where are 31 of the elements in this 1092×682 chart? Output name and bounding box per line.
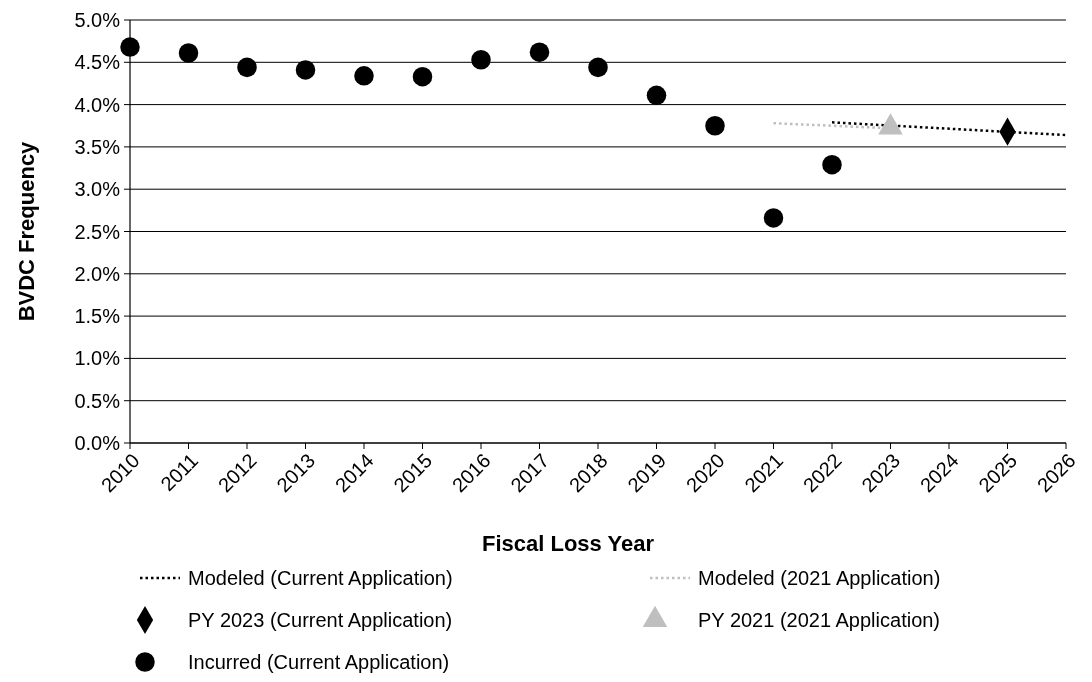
point [822, 154, 842, 175]
y-tick-label: 1.5% [74, 305, 121, 328]
point [178, 43, 199, 63]
y-tick-label: 4.0% [74, 93, 121, 116]
y-tick-label: 2.5% [74, 220, 121, 243]
point [120, 37, 140, 57]
point [354, 66, 374, 86]
y-tick-label: 1.0% [74, 347, 121, 370]
legend-label: Modeled (Current Application) [188, 567, 453, 589]
point [529, 42, 550, 62]
point [763, 208, 784, 228]
y-axis-title: BVDC Frequency [13, 140, 39, 322]
legend-label: Modeled (2021 Application) [698, 567, 941, 589]
y-tick-label: 3.5% [74, 135, 121, 158]
y-tick-label: 2.0% [74, 262, 121, 285]
legend-label: Incurred (Current Application) [188, 651, 450, 673]
point [412, 66, 433, 87]
y-tick-label: 0.0% [74, 432, 121, 454]
y-tick-label: 4.5% [74, 51, 121, 74]
y-tick-label: 5.0% [74, 9, 121, 31]
point [588, 57, 608, 78]
point [237, 57, 257, 78]
legend-label: PY 2023 (Current Application) [188, 609, 453, 631]
point [471, 50, 491, 70]
point [646, 85, 667, 106]
x-axis-title: Fiscal Loss Year [481, 530, 655, 556]
point [295, 60, 316, 80]
y-tick-label: 0.5% [74, 389, 121, 412]
point [705, 116, 725, 136]
legend-label: PY 2021 (2021 Application) [698, 609, 941, 631]
y-tick-label: 3.0% [74, 178, 121, 201]
